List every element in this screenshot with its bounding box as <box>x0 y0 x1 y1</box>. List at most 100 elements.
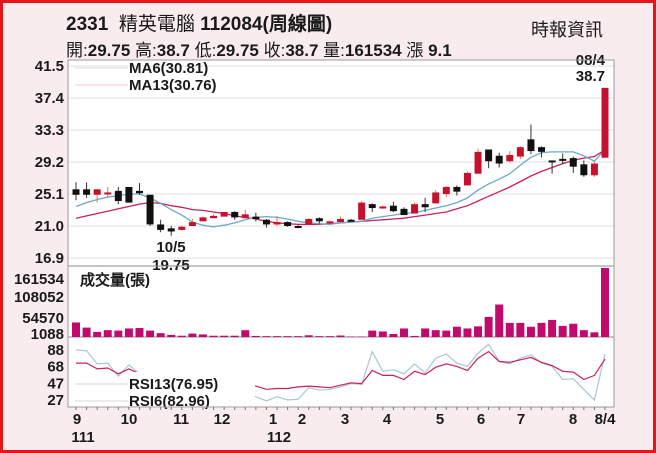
candle-body <box>368 204 376 209</box>
rsi-tick-label: 47 <box>47 376 64 393</box>
candle-body <box>83 189 91 195</box>
stock-name: 精英電腦 <box>118 14 195 35</box>
candle <box>347 218 355 222</box>
candle <box>178 226 186 231</box>
volume-bar <box>431 330 440 337</box>
candle-body <box>559 158 567 161</box>
candle-body <box>178 226 186 230</box>
low-label: 低: <box>194 41 217 60</box>
candle <box>400 207 408 216</box>
change-label: 漲 <box>406 41 424 60</box>
candle-body <box>485 149 493 162</box>
candle <box>72 182 80 201</box>
candle <box>590 162 598 177</box>
candle <box>284 221 292 227</box>
candle <box>368 203 376 212</box>
candle-body <box>326 221 334 224</box>
data-source: 時報資訊 <box>531 20 603 40</box>
candle <box>527 124 535 155</box>
candle-body <box>337 218 344 223</box>
candle <box>315 217 323 224</box>
candle <box>93 189 101 203</box>
volume-bar <box>389 334 398 337</box>
candle <box>305 218 313 225</box>
candle <box>167 226 175 236</box>
volume-bar <box>283 336 292 337</box>
low-date-annotation: 10/5 <box>156 239 185 256</box>
candle <box>241 209 249 219</box>
candle-body <box>421 204 429 208</box>
candle <box>188 218 196 226</box>
close-label: 收: <box>263 41 286 60</box>
candle-body <box>347 219 355 222</box>
candle-body <box>538 147 546 152</box>
volume-bar <box>516 322 525 337</box>
candle-body <box>400 208 408 216</box>
candle-body <box>601 87 609 158</box>
rsi-legend-bg <box>125 372 255 408</box>
volume-tick-label: 161534 <box>14 271 65 288</box>
candle <box>485 149 493 169</box>
candle-body <box>580 164 588 176</box>
price-tick-label: 41.5 <box>35 58 64 75</box>
candle <box>231 211 239 220</box>
candle-body <box>72 189 80 195</box>
candle-body <box>527 139 535 152</box>
volume-bar <box>198 334 207 337</box>
candle <box>220 211 228 217</box>
candle-body <box>188 222 196 226</box>
x-tick-label: 7 <box>517 411 525 428</box>
candle-body <box>548 160 556 163</box>
volume-bar <box>569 323 578 337</box>
volume-bar <box>537 322 546 337</box>
candle-body <box>114 190 122 202</box>
volume-bar <box>474 326 483 337</box>
candle <box>569 156 577 173</box>
x-tick-label: 8/4 <box>595 411 617 428</box>
candle <box>442 186 450 198</box>
candle-body <box>590 163 598 176</box>
volume-bar <box>442 330 451 337</box>
volume-bar <box>495 304 504 337</box>
candle-body <box>284 222 292 226</box>
volume-bar <box>484 316 493 337</box>
candle <box>580 160 588 177</box>
volume-bar <box>273 336 282 337</box>
candle-body <box>474 151 482 174</box>
close-value: 38.7 <box>285 41 319 60</box>
volume-bar <box>463 328 472 337</box>
candle-body <box>305 218 313 225</box>
candle-body <box>294 226 302 228</box>
volume-bar <box>251 335 260 337</box>
volume-bar <box>103 330 112 337</box>
candle-body <box>569 158 577 167</box>
candle-body <box>411 204 419 214</box>
volume-bar <box>188 333 197 337</box>
high-value: 38.7 <box>156 41 190 60</box>
candle <box>601 87 609 158</box>
x-tick-label: 5 <box>436 411 444 428</box>
candle <box>294 225 302 229</box>
year-label: 111 <box>71 429 94 446</box>
volume-label: 量: <box>323 41 345 60</box>
candle <box>516 146 524 159</box>
candle-body <box>157 224 165 230</box>
candle <box>114 186 122 205</box>
candle <box>389 201 397 212</box>
candle <box>262 218 270 228</box>
candle-body <box>506 154 514 162</box>
candle <box>411 202 419 214</box>
last-value-annotation: 38.7 <box>576 68 605 85</box>
candle <box>104 186 112 198</box>
volume-bar <box>315 336 324 337</box>
x-tick-label: 6 <box>477 411 485 428</box>
candle-body <box>432 192 440 204</box>
price-tick-label: 33.3 <box>35 122 64 139</box>
candle-body <box>252 216 260 219</box>
volume-bar <box>399 328 408 337</box>
price-tick-label: 37.4 <box>35 90 65 107</box>
candle-body <box>220 211 228 217</box>
x-tick-label: 9 <box>73 411 81 428</box>
candle <box>453 185 461 196</box>
rsi-tick-label: 68 <box>47 358 64 375</box>
